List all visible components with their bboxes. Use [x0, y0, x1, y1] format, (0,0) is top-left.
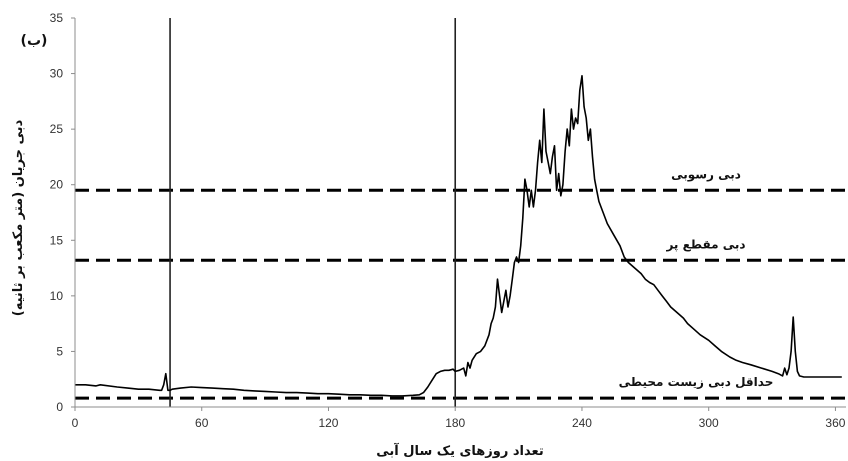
y-tick-label: 15 [50, 233, 64, 247]
x-tick-label: 180 [445, 416, 465, 430]
x-tick-label: 0 [72, 416, 79, 430]
discharge-series-line [75, 75, 842, 397]
y-tick-label: 20 [50, 178, 64, 192]
reference-line-label: دبی رسوبی [671, 167, 741, 182]
y-tick-label: 0 [56, 400, 63, 414]
panel-label: (ب) [21, 33, 48, 49]
y-tick-label: 5 [56, 344, 63, 358]
x-tick-label: 240 [572, 416, 592, 430]
x-tick-label: 120 [318, 416, 338, 430]
y-tick-label: 25 [50, 122, 64, 136]
y-tick-label: 35 [50, 11, 64, 25]
y-tick-label: 30 [50, 67, 64, 81]
y-tick-label: 10 [50, 289, 64, 303]
x-axis-title: تعداد روزهای یک سال آبی [376, 442, 543, 459]
reference-line-label: حداقل دبی زیست محیطی [619, 375, 774, 389]
x-tick-label: 360 [825, 416, 845, 430]
x-tick-label: 300 [699, 416, 719, 430]
reference-line-label: دبی مقطع پر [665, 237, 745, 251]
y-axis-title: دبی جریان (متر مکعب بر ثانیه) [11, 119, 26, 316]
x-tick-label: 60 [195, 416, 209, 430]
